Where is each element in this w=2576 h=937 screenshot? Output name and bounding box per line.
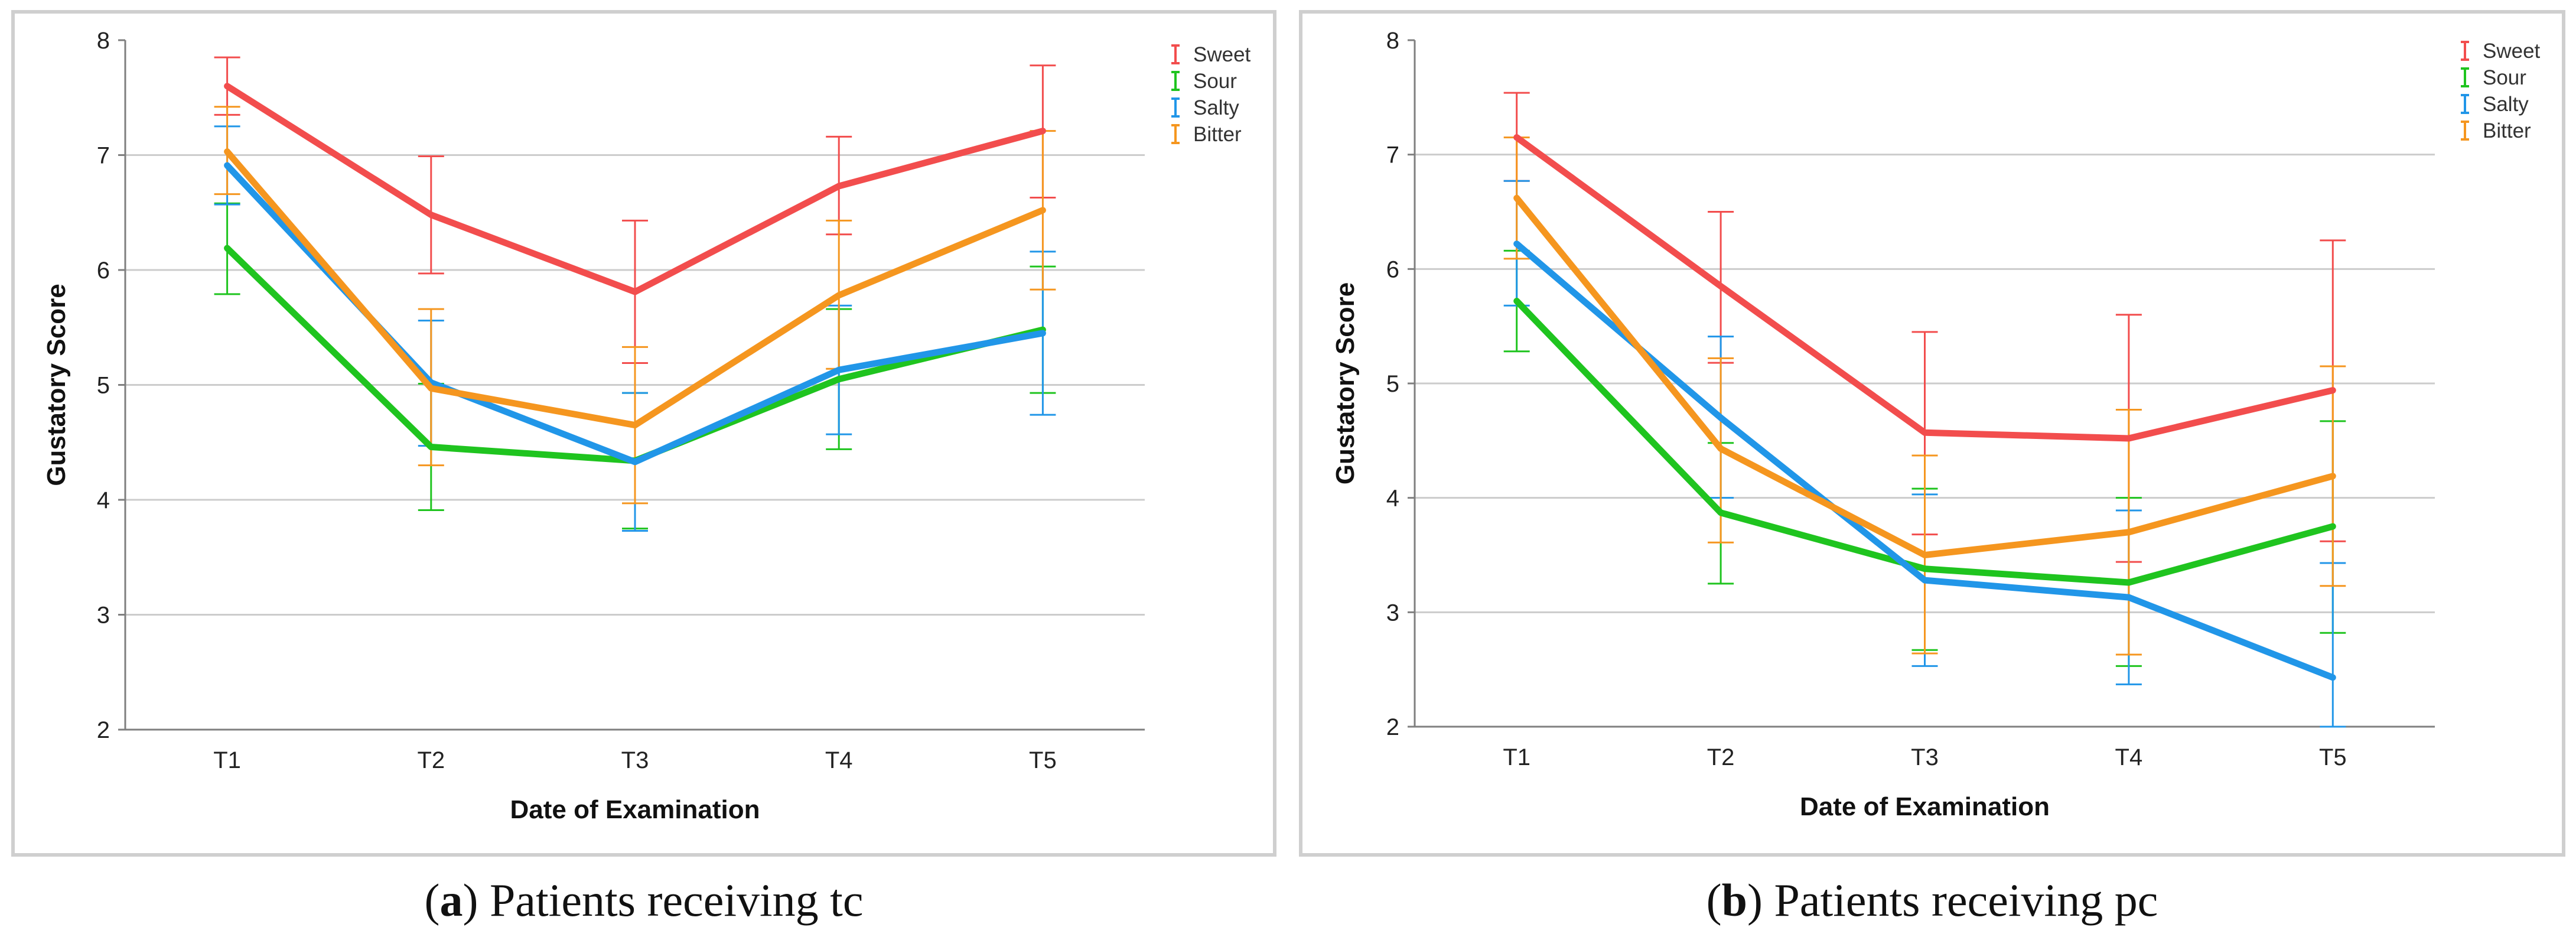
panel-b-x-tick-label-t4: T4	[2115, 744, 2143, 770]
panel-a-legend-item-sweet: Sweet	[1171, 43, 1251, 66]
panel-a-x-tick-label-t5: T5	[1029, 747, 1057, 773]
panel-b-legend-label-sour: Sour	[2483, 66, 2526, 89]
panel-a-y-tick-label-8: 8	[97, 28, 110, 54]
panel-a-caption-text: Patients receiving tc	[490, 874, 863, 926]
panel-b-bitter-line	[1513, 194, 2336, 558]
panel-b-y-tick-label-4: 4	[1386, 486, 1399, 512]
panel-b-legend-label-bitter: Bitter	[2483, 119, 2531, 142]
panel-b-y-axis-title: Gustatory Score	[1331, 282, 1360, 484]
panel-b-legend-item-sweet: Sweet	[2461, 40, 2541, 63]
panel-a-y-tick-label-4: 4	[97, 487, 110, 513]
panel-b-caption-text: Patients receiving pc	[1774, 874, 2158, 926]
panel-b-y-tick-label-5: 5	[1386, 371, 1399, 397]
panel-a-legend-label-bitter: Bitter	[1193, 123, 1242, 146]
panel-a-legend-item-salty: Salty	[1171, 96, 1239, 119]
panel-a-legend-bitter-icon	[1171, 124, 1180, 144]
panel-b-salty-line	[1513, 240, 2336, 681]
panel-b-caption: (b) Patients receiving pc	[1707, 874, 2158, 926]
panel-b-x-tick-label-t3: T3	[1911, 744, 1939, 770]
panel-b-caption-letter: b	[1722, 874, 1747, 926]
panel-b-sweet-line	[1513, 134, 2336, 442]
panel-a-legend-sweet-icon	[1171, 44, 1180, 64]
panel-b-legend-item-salty: Salty	[2461, 93, 2529, 116]
panel-b-y-tick-label-7: 7	[1386, 142, 1399, 168]
panel-a-y-axis-title: Gustatory Score	[42, 284, 71, 486]
panel-a-x-tick-label-t4: T4	[825, 747, 853, 773]
panel-b: 2 3 4 5 6 7 8 T1 T2 T3 T4 T5 Date of Examination Gust…	[1299, 10, 2565, 926]
panel-a-legend-item-sour: Sour	[1171, 70, 1237, 93]
panel-b-x-axis-title: Date of Examination	[1800, 792, 2050, 821]
panel-b-legend-bitter-icon	[2461, 121, 2469, 141]
panel-a-legend-salty-icon	[1171, 97, 1180, 118]
panel-a: 2 3 4 5 6 7 8 T1 T2 T3 T4 T5 Date of Examination Gust…	[11, 10, 1276, 926]
panel-a-x-tick-label-t3: T3	[621, 747, 649, 773]
panel-a-legend-item-bitter: Bitter	[1171, 123, 1242, 146]
panel-b-y-tick-label-3: 3	[1386, 600, 1399, 626]
panel-a-legend-sour-icon	[1171, 71, 1180, 91]
panel-a-legend-label-sour: Sour	[1193, 70, 1237, 93]
panel-a-y-tick-label-6: 6	[97, 258, 110, 284]
panel-a-content: 2 3 4 5 6 7 8 T1 T2 T3 T4 T5 Date of Examination Gust…	[42, 28, 1251, 824]
panel-a-y-tick-label-7: 7	[97, 143, 110, 169]
panel-a-legend-label-sweet: Sweet	[1193, 43, 1251, 66]
panel-a-y-tick-label-5: 5	[97, 373, 110, 399]
panel-a-caption: (a) Patients receiving tc	[425, 874, 864, 926]
panel-a-sweet-line	[224, 83, 1046, 295]
panel-b-y-tick-label-8: 8	[1386, 28, 1399, 54]
panel-a-y-tick-label-2: 2	[97, 717, 110, 743]
panel-b-x-tick-label-t1: T1	[1503, 744, 1530, 770]
panel-b-legend-label-salty: Salty	[2483, 93, 2529, 116]
panel-b-sour-line	[1513, 298, 2336, 586]
panel-b-content: 2 3 4 5 6 7 8 T1 T2 T3 T4 T5 Date of Examination Gust…	[1331, 28, 2541, 821]
panel-b-y-tick-label-2: 2	[1386, 714, 1399, 740]
panel-a-caption-letter: a	[440, 874, 463, 926]
panel-b-legend-item-sour: Sour	[2461, 66, 2526, 89]
panel-a-x-axis-title: Date of Examination	[510, 795, 760, 824]
panel-b-x-tick-label-t2: T2	[1707, 744, 1735, 770]
panel-b-legend-label-sweet: Sweet	[2483, 40, 2541, 63]
panel-b-legend-sweet-icon	[2461, 41, 2469, 61]
panel-b-legend-salty-icon	[2461, 94, 2469, 114]
panel-b-y-tick-label-6: 6	[1386, 256, 1399, 282]
panel-a-bitter-line	[224, 148, 1046, 429]
panel-a-y-tick-label-3: 3	[97, 603, 110, 629]
panel-a-legend-label-salty: Salty	[1193, 96, 1239, 119]
panel-a-x-tick-label-t1: T1	[213, 747, 241, 773]
panel-b-legend-sour-icon	[2461, 67, 2469, 87]
panel-b-legend-item-bitter: Bitter	[2461, 119, 2531, 142]
panel-b-x-tick-label-t5: T5	[2319, 744, 2347, 770]
panel-a-x-tick-label-t2: T2	[417, 747, 445, 773]
